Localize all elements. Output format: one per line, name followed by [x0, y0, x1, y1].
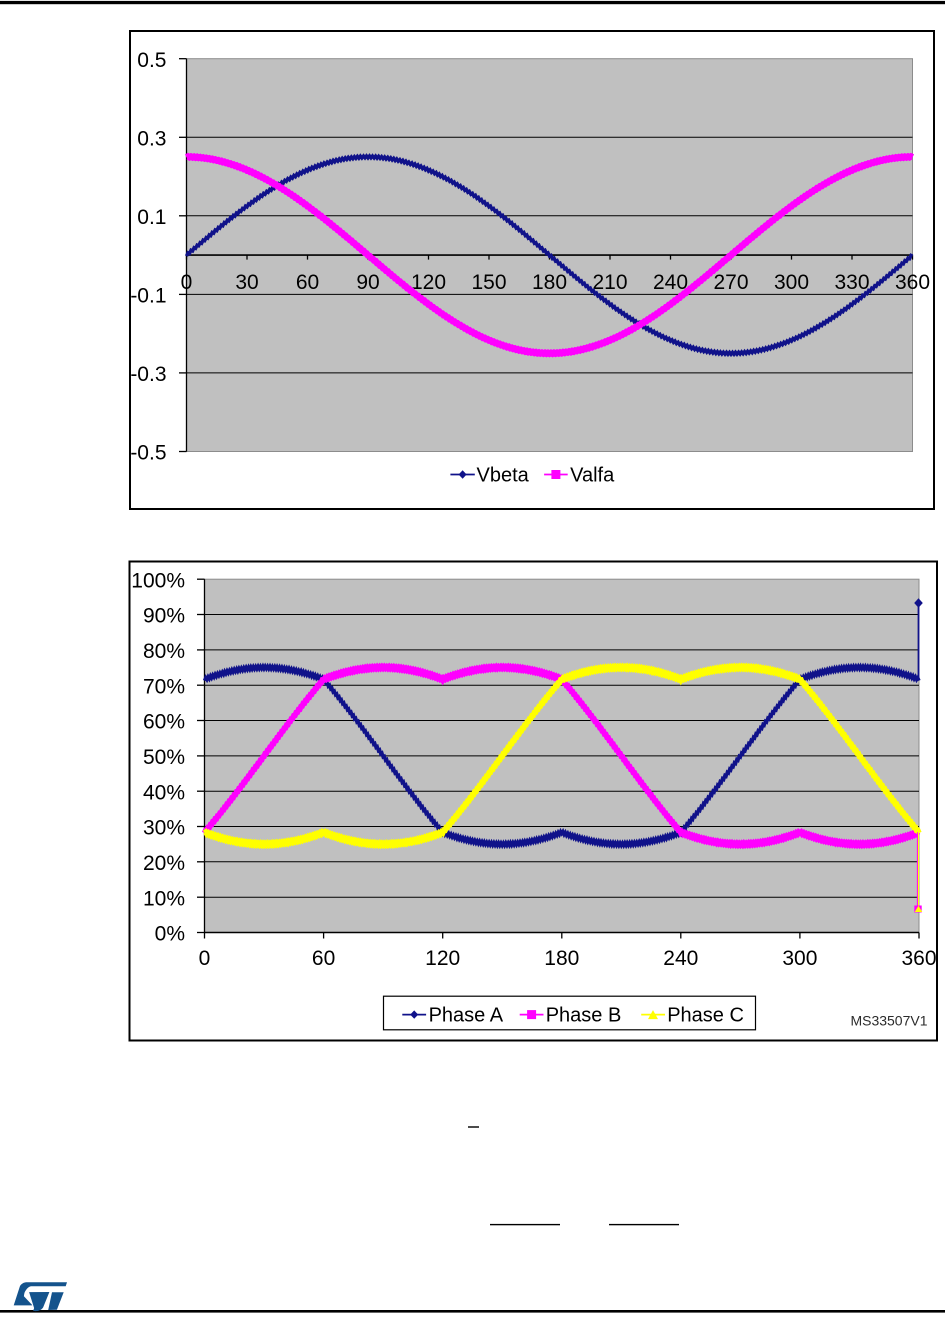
svg-text:Vbeta: Vbeta	[477, 465, 530, 487]
svg-text:-0.3: -0.3	[130, 363, 166, 386]
svg-text:300: 300	[774, 271, 809, 294]
svg-text:270: 270	[713, 271, 748, 294]
svg-text:60: 60	[296, 271, 319, 294]
svg-text:240: 240	[653, 271, 688, 294]
svg-text:0.5: 0.5	[137, 49, 166, 72]
svg-text:210: 210	[592, 271, 627, 294]
svg-text:50%: 50%	[143, 746, 185, 769]
svg-text:360: 360	[901, 947, 936, 970]
svg-text:90: 90	[356, 271, 379, 294]
svg-text:120: 120	[411, 271, 446, 294]
svg-text:0.3: 0.3	[137, 127, 166, 150]
svg-text:120: 120	[425, 947, 460, 970]
svg-text:360: 360	[895, 271, 930, 294]
svg-text:20%: 20%	[143, 852, 185, 875]
svg-text:60: 60	[312, 947, 335, 970]
svg-text:10%: 10%	[143, 887, 185, 910]
svg-text:30: 30	[235, 271, 258, 294]
svg-text:330: 330	[834, 271, 869, 294]
svg-text:0.1: 0.1	[137, 206, 166, 229]
svg-text:180: 180	[544, 947, 579, 970]
svg-text:-0.5: -0.5	[130, 442, 166, 465]
svg-text:MS33507V1: MS33507V1	[850, 1013, 927, 1029]
svg-text:-0.1: -0.1	[130, 285, 166, 308]
svg-text:180: 180	[532, 271, 567, 294]
svg-text:60%: 60%	[143, 711, 185, 734]
svg-text:150: 150	[471, 271, 506, 294]
svg-text:40%: 40%	[143, 781, 185, 804]
svg-text:Phase C: Phase C	[667, 1005, 744, 1027]
svg-text:80%: 80%	[143, 640, 185, 663]
svg-text:Phase B: Phase B	[546, 1005, 622, 1027]
svg-text:0: 0	[199, 947, 211, 970]
svg-text:70%: 70%	[143, 675, 185, 698]
svg-text:100%: 100%	[131, 569, 185, 592]
svg-text:Valfa: Valfa	[570, 465, 615, 487]
svg-text:240: 240	[663, 947, 698, 970]
svg-text:0%: 0%	[155, 923, 185, 946]
svg-text:0: 0	[181, 271, 193, 294]
svg-text:90%: 90%	[143, 605, 185, 628]
svg-text:30%: 30%	[143, 817, 185, 840]
svg-text:Phase A: Phase A	[429, 1005, 504, 1027]
svg-text:300: 300	[782, 947, 817, 970]
